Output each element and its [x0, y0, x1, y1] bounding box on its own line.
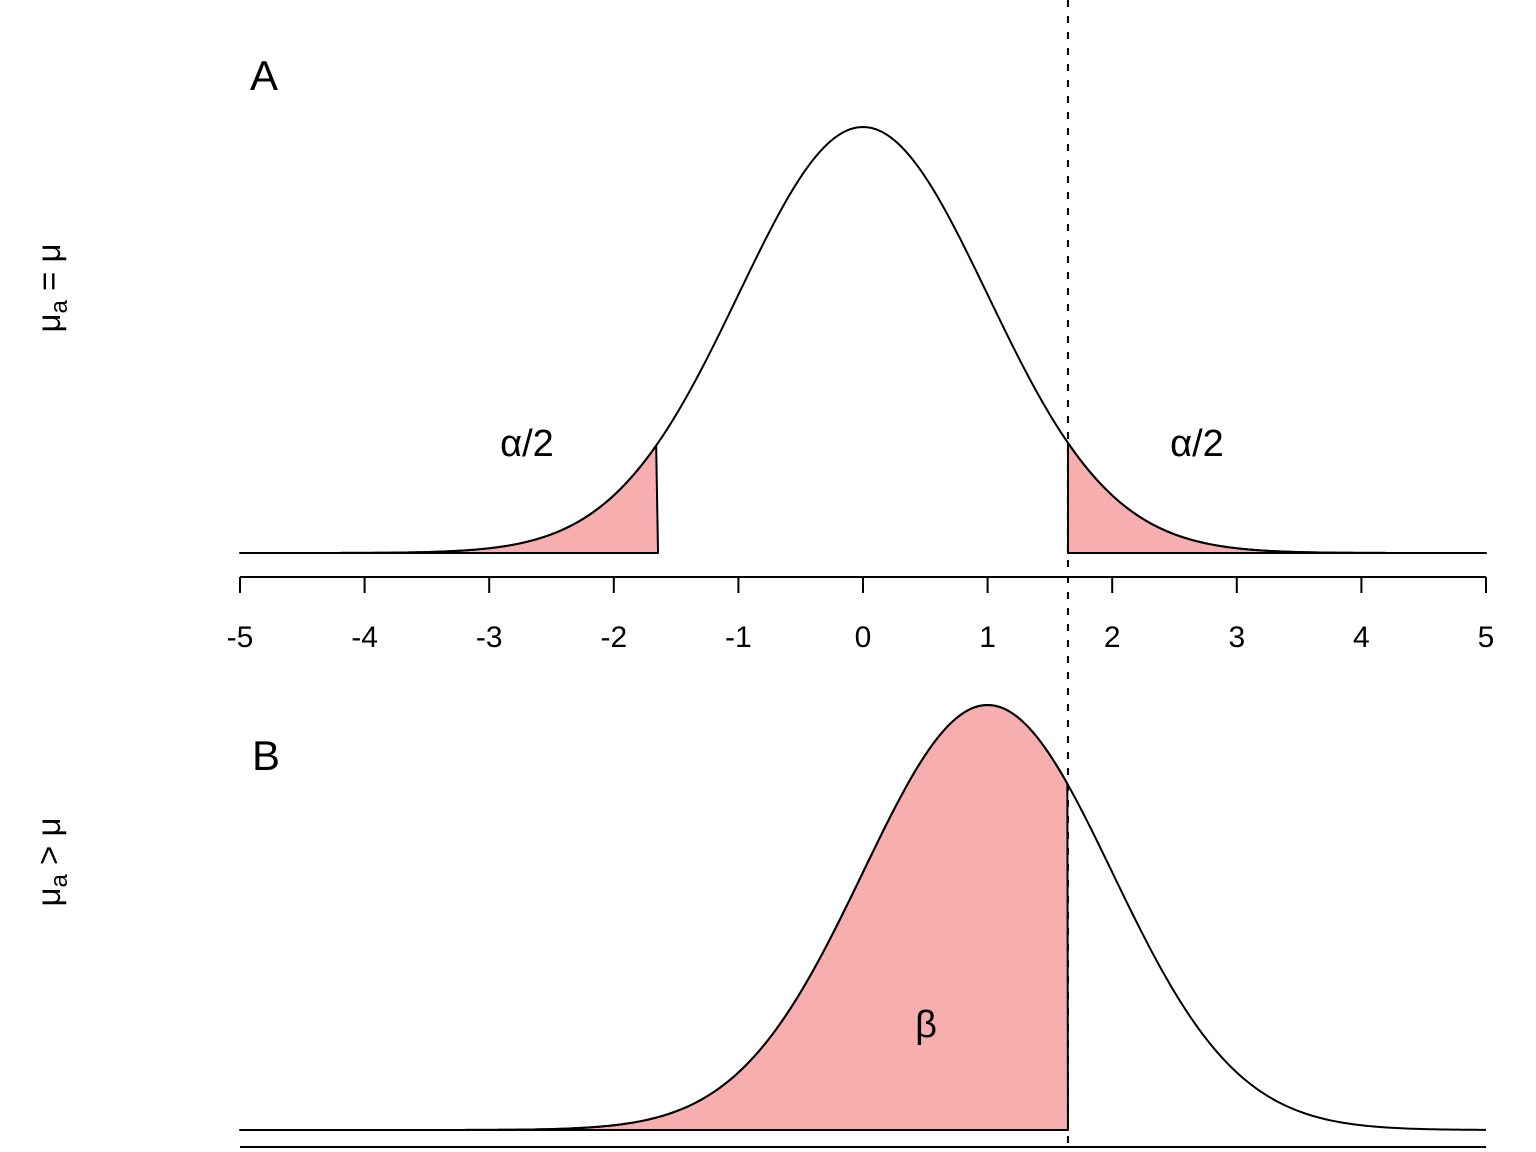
- panel-b-ylabel: μa > μ: [30, 818, 73, 907]
- panel-a: -5 -4 -3 -2 -1 0 1 2 3 4 5 A μa = μ α/2 α/2: [30, 52, 1494, 654]
- panel-b-ylabel-tail: > μ: [30, 818, 67, 875]
- x-axis-tick-label: -5: [227, 621, 254, 654]
- x-axis-tick-label: 2: [1104, 621, 1121, 654]
- panel-a-normal-curve: [240, 126, 1486, 554]
- x-axis-tick-label: 1: [979, 621, 996, 654]
- panel-b-beta-shade: [239, 704, 1069, 1131]
- panel-a-x-axis: -5 -4 -3 -2 -1 0 1 2 3 4 5: [227, 576, 1495, 654]
- panel-a-ylabel-base: μ: [30, 313, 67, 332]
- panel-a-ylabel: μa = μ: [30, 244, 73, 333]
- panel-a-ylabel-subscript: a: [46, 299, 73, 313]
- beta-label: β: [915, 1004, 937, 1046]
- x-axis-tick-label: 4: [1353, 621, 1370, 654]
- x-axis-tick-label: -1: [725, 621, 752, 654]
- panel-a-ylabel-tail: = μ: [30, 244, 67, 301]
- x-axis-tick-label: -3: [476, 621, 503, 654]
- panel-b-normal-curve: [240, 704, 1487, 1131]
- x-axis-tick-label: -2: [600, 621, 627, 654]
- panel-b: B μa > μ β: [30, 704, 1487, 1148]
- alpha-right-label: α/2: [1170, 423, 1224, 465]
- panel-b-ylabel-base: μ: [30, 887, 67, 906]
- alpha-left-label: α/2: [500, 423, 554, 465]
- panel-b-ylabel-subscript: a: [46, 873, 73, 887]
- panel-a-right-tail-shade: [1066, 441, 1487, 554]
- panel-b-title: B: [252, 732, 280, 779]
- panel-a-left-tail-shade: [239, 444, 660, 554]
- x-axis-tick-label: -4: [351, 621, 378, 654]
- x-axis-tick-label: 0: [855, 621, 872, 654]
- panel-a-title: A: [250, 52, 278, 99]
- x-axis-tick-label: 3: [1228, 621, 1245, 654]
- x-axis-tick-label: 5: [1478, 621, 1495, 654]
